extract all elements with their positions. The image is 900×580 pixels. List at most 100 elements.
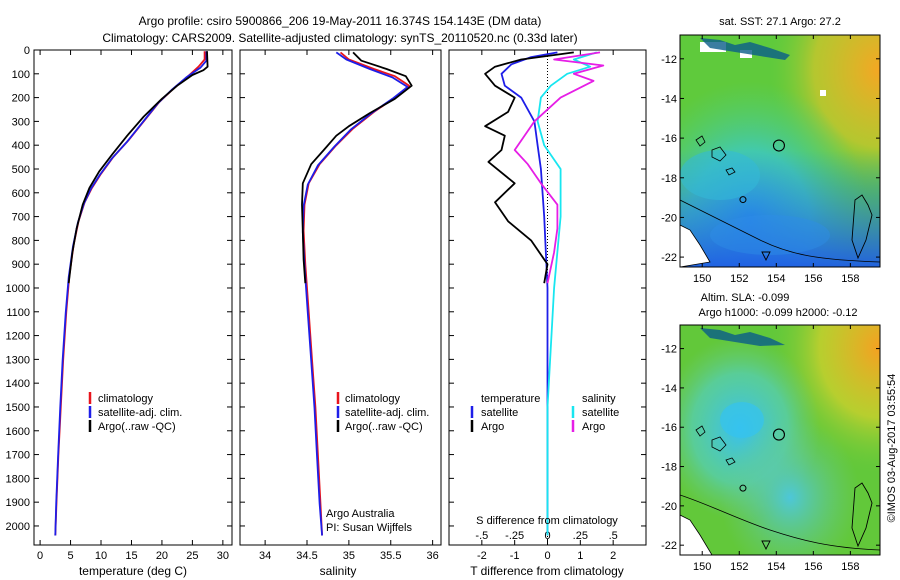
latitude-tick-label: -12 xyxy=(661,344,677,356)
sst-marker-triangle xyxy=(761,251,771,262)
sla-axes: 150 152 154 156 158 -12 -14 -16 -18 -20 -22 xyxy=(661,325,880,573)
latitude-tick-label: -22 xyxy=(661,252,677,264)
longitude-tick-label: 152 xyxy=(730,273,748,285)
depth-tick-label: 1400 xyxy=(6,378,30,390)
depth-tick-label: 600 xyxy=(12,188,30,200)
depth-tick-label: 1900 xyxy=(6,497,30,509)
temperature-series xyxy=(54,51,209,536)
sst-map-frame xyxy=(679,34,881,268)
longitude-tick-label: 158 xyxy=(841,273,859,285)
imos-credit: ©IMOS 03-Aug-2017 03:55:54 xyxy=(886,374,898,523)
sst-data-gap xyxy=(820,90,826,96)
series-s-argo xyxy=(513,51,605,284)
longitude-tick-label: 150 xyxy=(693,273,711,285)
latitude-tick-label: -20 xyxy=(661,501,677,513)
legend-climatology: climatology xyxy=(98,393,154,405)
temperature-tick-label: 0 xyxy=(37,550,43,562)
sla-land-papua xyxy=(700,328,785,346)
latitude-tick-label: -22 xyxy=(661,540,677,552)
t-difference-tick-label: -1 xyxy=(510,550,520,562)
title-line-1: Argo profile: csiro 5900866_206 19-May-2… xyxy=(139,14,542,28)
series-satellite xyxy=(54,51,208,536)
t-difference-tick-label: 1 xyxy=(577,550,583,562)
depth-tick-label: 0 xyxy=(24,45,30,57)
salinity-tick-label: 35.5 xyxy=(380,550,401,562)
legend-satellite: satellite-adj. clim. xyxy=(345,407,429,419)
series-t-argo xyxy=(484,51,574,284)
t-difference-tick-label: -2 xyxy=(477,550,487,562)
temperature-tick-label: 20 xyxy=(156,550,168,562)
sla-coast-australia xyxy=(680,514,713,555)
temperature-tick-label: 15 xyxy=(125,550,137,562)
t-difference-tick-label: 2 xyxy=(610,550,616,562)
sst-land-papua xyxy=(700,38,790,60)
depth-tick-label: 200 xyxy=(12,93,30,105)
s-difference-tick-label: -.25 xyxy=(505,530,524,542)
s-difference-label: S difference from climatology xyxy=(476,515,618,527)
sla-reef xyxy=(851,482,873,548)
latitude-tick-label: -16 xyxy=(661,422,677,434)
depth-tick-label: 1500 xyxy=(6,402,30,414)
temperature-tick-label: 10 xyxy=(95,550,107,562)
depth-tick-label: 1700 xyxy=(6,450,30,462)
temperature-xlabel: temperature (deg C) xyxy=(79,564,187,578)
sst-coast-australia xyxy=(680,224,711,267)
salinity-axis: 34 34.5 35 35.5 36 xyxy=(259,50,439,562)
depth-tick-label: 1300 xyxy=(6,354,30,366)
salinity-series xyxy=(301,51,413,536)
small-position-marker xyxy=(739,484,747,492)
longitude-tick-label: 158 xyxy=(841,561,859,573)
sla-contour xyxy=(680,494,880,551)
sla-map-frame xyxy=(679,324,881,556)
depth-tick-label: 2000 xyxy=(6,521,30,533)
longitude-tick-label: 156 xyxy=(804,561,822,573)
sla-islands xyxy=(695,425,736,466)
sla-title-1: Altim. SLA: -0.099 xyxy=(701,292,790,304)
depth-tick-label: 500 xyxy=(12,164,30,176)
legend-t-satellite: satellite xyxy=(481,407,518,419)
temperature-tick-label: 25 xyxy=(186,550,198,562)
depth-tick-label: 300 xyxy=(12,116,30,128)
series-argo xyxy=(301,51,413,284)
salinity-xlabel: salinity xyxy=(320,564,357,578)
temperature-tick-label: 5 xyxy=(67,550,73,562)
temperature-legend: climatology satellite-adj. clim. Argo(..… xyxy=(88,392,182,433)
sst-reef xyxy=(851,194,873,260)
legend-s-argo: Argo xyxy=(582,421,605,433)
latitude-tick-label: -20 xyxy=(661,212,677,224)
salinity-plot-frame xyxy=(239,49,442,546)
depth-tick-label: 700 xyxy=(12,212,30,224)
s-difference-tick-label: .5 xyxy=(609,530,618,542)
argo-position-marker xyxy=(772,428,785,441)
depth-tick-label: 1800 xyxy=(6,473,30,485)
depth-tick-label: 1600 xyxy=(6,426,30,438)
t-difference-xlabel: T difference from climatology xyxy=(470,564,624,578)
salinity-tick-label: 34.5 xyxy=(296,550,317,562)
longitude-tick-label: 154 xyxy=(767,561,785,573)
salinity-legend: climatology satellite-adj. clim. Argo(..… xyxy=(336,392,429,433)
difference-series xyxy=(484,51,605,536)
series-climatology xyxy=(54,51,206,536)
latitude-tick-label: -14 xyxy=(661,93,677,105)
sst-islands xyxy=(695,135,736,176)
longitude-tick-label: 152 xyxy=(730,561,748,573)
depth-tick-label: 800 xyxy=(12,235,30,247)
depth-tick-label: 100 xyxy=(12,69,30,81)
s-difference-tick-label: -.5 xyxy=(475,530,488,542)
latitude-tick-label: -18 xyxy=(661,462,677,474)
salinity-tick-label: 35 xyxy=(343,550,355,562)
sst-contour xyxy=(680,199,880,267)
depth-tick-label: 400 xyxy=(12,140,30,152)
legend-s-satellite: satellite xyxy=(582,407,619,419)
longitude-tick-label: 156 xyxy=(804,273,822,285)
longitude-tick-label: 150 xyxy=(693,561,711,573)
sst-axes: 150 152 154 156 158 -12 -14 -16 -18 -20 -22 xyxy=(661,35,880,285)
depth-tick-label: 900 xyxy=(12,259,30,271)
legend-argo: Argo(..raw -QC) xyxy=(345,421,423,433)
series-argo xyxy=(67,51,209,284)
latitude-tick-label: -18 xyxy=(661,173,677,185)
sla-title-2: Argo h1000: -0.099 h2000: -0.12 xyxy=(698,307,857,319)
legend-satellite: satellite-adj. clim. xyxy=(98,407,182,419)
